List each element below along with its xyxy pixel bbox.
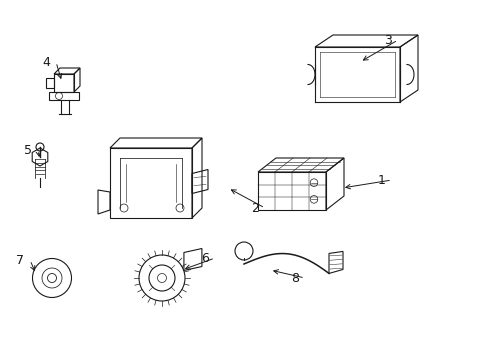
Text: 1: 1 [377,174,385,186]
Text: 2: 2 [250,202,259,215]
Text: 7: 7 [16,253,24,266]
Text: 5: 5 [24,144,32,157]
Text: 8: 8 [290,271,298,284]
Text: 6: 6 [201,252,208,265]
Text: 4: 4 [42,55,50,68]
Text: 3: 3 [383,33,391,46]
